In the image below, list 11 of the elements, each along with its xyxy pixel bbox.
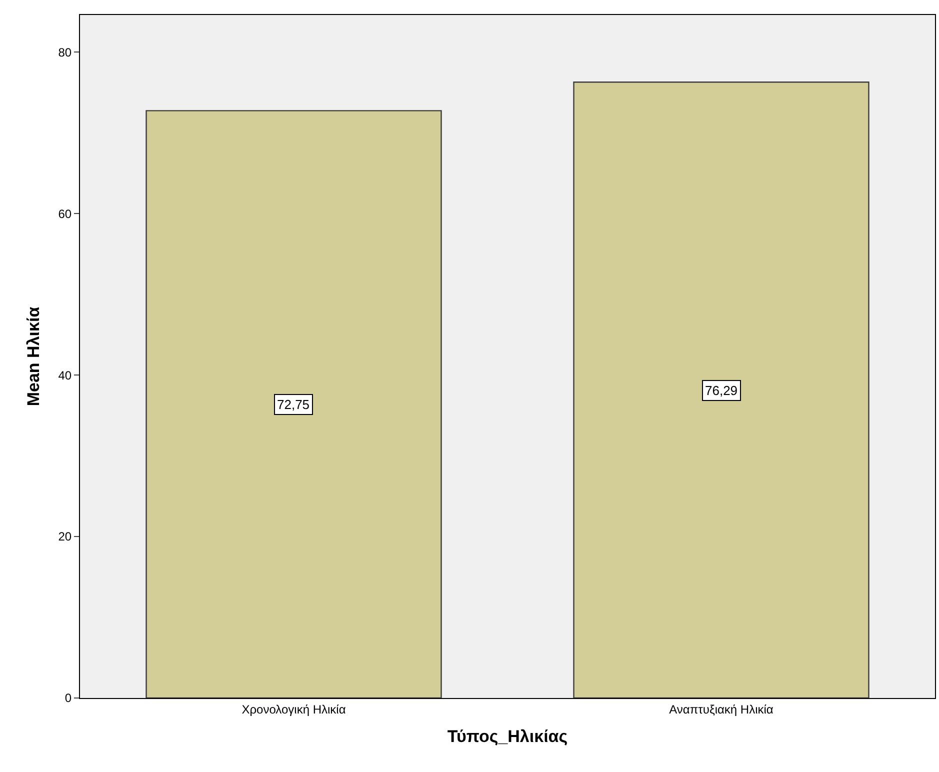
data-label: 76,29 xyxy=(705,383,738,398)
x-tick-label: Αναπτυξιακή Ηλικία xyxy=(669,702,774,716)
y-tick-label: 0 xyxy=(64,691,72,706)
x-tick-label: Χρονολογική Ηλικία xyxy=(242,702,346,716)
data-label: 72,75 xyxy=(277,397,310,412)
y-tick-label: 20 xyxy=(58,530,72,544)
y-tick-label: 80 xyxy=(58,45,72,60)
y-tick-label: 40 xyxy=(58,368,72,382)
x-axis-title: Τύπος_Ηλικίας xyxy=(447,726,568,746)
y-tick-label: 60 xyxy=(58,206,72,221)
y-axis-title: Mean Ηλικία xyxy=(24,306,43,406)
